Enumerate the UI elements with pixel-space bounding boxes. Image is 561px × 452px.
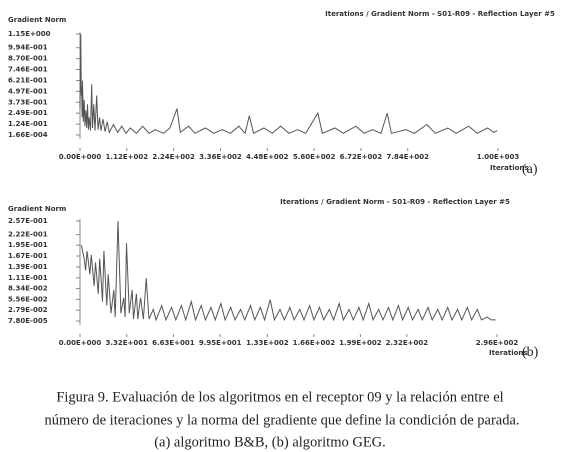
y-tick-label: 4.97E-001 bbox=[8, 87, 48, 95]
x-axis-label: Iterations bbox=[490, 164, 529, 172]
y-axis-label: Gradient Norm bbox=[8, 16, 66, 24]
caption-line: Figura 9. Evaluación de los algoritmos e… bbox=[56, 389, 503, 405]
x-tick-label: 1.66E+002 bbox=[293, 339, 336, 347]
y-tick-label: 1.67E-001 bbox=[8, 252, 48, 260]
x-tick-label: 0.00E+000 bbox=[59, 153, 102, 161]
panel-label: (a) bbox=[522, 162, 538, 177]
x-tick-label: 2.96E+002 bbox=[476, 339, 519, 347]
y-tick-label: 9.94E-001 bbox=[8, 44, 48, 52]
y-tick-label: 2.57E-001 bbox=[8, 217, 48, 225]
y-tick-label: 1.15E+000 bbox=[8, 30, 51, 38]
panel-label: (b) bbox=[522, 345, 539, 360]
x-tick-label: 6.63E+001 bbox=[152, 339, 195, 347]
y-tick-label: 7.46E-001 bbox=[8, 65, 48, 73]
y-tick-label: 7.80E-005 bbox=[8, 317, 48, 325]
x-tick-label: 7.84E+002 bbox=[386, 153, 429, 161]
data-line bbox=[80, 220, 496, 322]
x-tick-label: 6.72E+002 bbox=[340, 153, 383, 161]
x-tick-label: 5.60E+002 bbox=[293, 153, 336, 161]
x-tick-label: 9.95E+001 bbox=[199, 339, 242, 347]
x-tick-label: 3.36E+002 bbox=[199, 153, 242, 161]
x-tick-label: 1.12E+002 bbox=[106, 153, 149, 161]
x-tick-label: 3.32E+001 bbox=[106, 339, 149, 347]
y-tick-label: 2.22E-001 bbox=[8, 231, 48, 239]
y-tick-label: 2.79E-002 bbox=[8, 306, 48, 314]
x-tick-label: 4.48E+002 bbox=[246, 153, 289, 161]
y-tick-label: 6.21E-001 bbox=[8, 76, 48, 84]
x-tick-label: 2.32E+002 bbox=[386, 339, 429, 347]
x-tick-label: 1.33E+002 bbox=[246, 339, 289, 347]
x-tick-label: 2.24E+002 bbox=[152, 153, 195, 161]
caption-line: (a) algoritmo B&B, (b) algoritmo GEG. bbox=[154, 434, 386, 450]
y-tick-label: 1.24E-001 bbox=[8, 120, 48, 128]
y-tick-label: 1.39E-001 bbox=[8, 263, 48, 271]
y-tick-label: 5.56E-002 bbox=[8, 295, 48, 303]
caption-line: número de iteraciones y la norma del gra… bbox=[44, 412, 519, 428]
y-tick-label: 8.34E-002 bbox=[8, 285, 48, 293]
data-line bbox=[79, 33, 498, 135]
x-tick-label: 1.99E+002 bbox=[339, 339, 382, 347]
y-tick-label: 1.66E-004 bbox=[8, 131, 48, 139]
chart-title: Iterations / Gradient Norm - S01-R09 - R… bbox=[325, 10, 555, 18]
chart-title: Iterations / Gradient Norm - S01-R09 - R… bbox=[280, 198, 510, 206]
y-axis-label: Gradient Norm bbox=[8, 205, 66, 213]
y-tick-label: 2.49E-001 bbox=[8, 109, 48, 117]
y-tick-label: 1.95E-001 bbox=[8, 241, 48, 249]
x-tick-label: 1.00E+003 bbox=[477, 153, 520, 161]
y-tick-label: 8.70E-001 bbox=[8, 55, 48, 63]
y-tick-label: 1.11E-001 bbox=[8, 274, 48, 282]
x-axis-label: Iterations bbox=[489, 349, 528, 357]
x-tick-label: 0.00E+000 bbox=[59, 339, 102, 347]
y-tick-label: 3.73E-001 bbox=[8, 98, 48, 106]
